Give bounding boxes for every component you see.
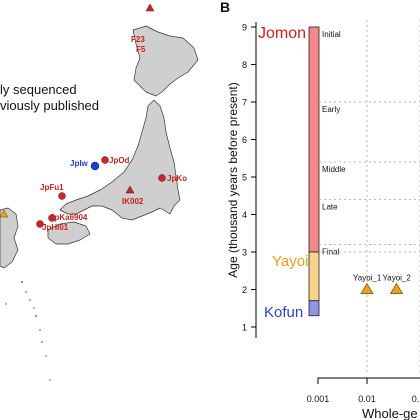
- period-bar-kofun: [308, 300, 320, 317]
- site-marker-yayoi: [0, 209, 9, 218]
- data-point-yayoi-1: [360, 282, 374, 294]
- site-label-f23: F23: [131, 35, 145, 44]
- data-label-yayoi-2: Yayoi_2: [383, 274, 412, 283]
- y-tick-label-1: 1: [242, 323, 247, 333]
- chart-panel-b: 1 2 3 4 5 6 7 8 9 0.001 0.01 0.1 Age (thousand y…: [226, 20, 420, 420]
- site-label-jpka6904: JpKa6904: [50, 213, 88, 222]
- period-bars: [308, 26, 320, 317]
- y-tick-label-4: 4: [242, 210, 247, 220]
- period-bar-yayoi: [308, 251, 320, 302]
- subperiod-label-initial: Initial: [322, 30, 341, 39]
- legend-published-samples: viously published: [0, 98, 99, 113]
- y-tick-label-2: 2: [242, 285, 247, 295]
- japan-map: ly sequenced viously published F23 F5 Jp…: [0, 3, 199, 381]
- subperiod-label-middle: Middle: [322, 165, 346, 174]
- island-dots: [5, 281, 51, 381]
- legend-new-samples: ly sequenced: [0, 82, 77, 97]
- site-label-jpod: JpOd: [109, 156, 130, 165]
- site-label-f5: F5: [136, 45, 146, 54]
- subperiod-label-late: Late: [322, 203, 338, 212]
- site-marker-ik002: [125, 185, 135, 194]
- y-tick-label-6: 6: [242, 135, 247, 145]
- y-tick-label-5: 5: [242, 173, 247, 183]
- japan-landmass: [0, 25, 199, 269]
- site-label-jpko: JpKo: [167, 174, 187, 183]
- y-tick-label-3: 3: [242, 248, 247, 258]
- period-bar-jomon: [308, 26, 320, 253]
- site-marker-jpfu1: [58, 192, 66, 200]
- site-marker-jpiw: [90, 161, 100, 171]
- data-points: Yayoi_1 Yayoi_2: [353, 274, 411, 294]
- y-tick-label-9: 9: [242, 23, 247, 33]
- site-marker-jpka6904: [48, 214, 56, 222]
- data-label-yayoi-1: Yayoi_1: [353, 274, 382, 283]
- site-label-jpiw: JpIw: [70, 159, 89, 168]
- x-axis-label: Whole-ge: [362, 406, 418, 420]
- x-tick-0p001: 0.001: [307, 394, 330, 404]
- site-label-ik002: IK002: [122, 197, 144, 206]
- y-axis-label: Age (thousand years before present): [226, 82, 240, 277]
- period-label-jomon: Jomon: [258, 25, 306, 42]
- x-tick-0p01: 0.01: [358, 394, 376, 404]
- site-marker-f23: [145, 3, 155, 12]
- site-label-jphi01: JpHi01: [42, 223, 69, 232]
- period-label-yayoi: Yayoi: [272, 253, 308, 270]
- data-point-yayoi-2: [389, 282, 404, 294]
- panel-label-b: B: [220, 0, 230, 15]
- site-marker-jpod: [101, 156, 109, 164]
- y-tick-label-8: 8: [242, 60, 247, 70]
- site-marker-jpko: [158, 174, 166, 182]
- period-label-kofun: Kofun: [264, 304, 303, 321]
- site-label-jpfu1: JpFu1: [40, 183, 64, 192]
- y-axis-ticks: 1 2 3 4 5 6 7 8 9: [242, 23, 256, 333]
- subperiod-label-early: Early: [322, 105, 340, 114]
- site-marker-jphi01: [36, 220, 44, 228]
- x-tick-0p1: 0.1: [412, 394, 420, 404]
- y-tick-label-7: 7: [242, 98, 247, 108]
